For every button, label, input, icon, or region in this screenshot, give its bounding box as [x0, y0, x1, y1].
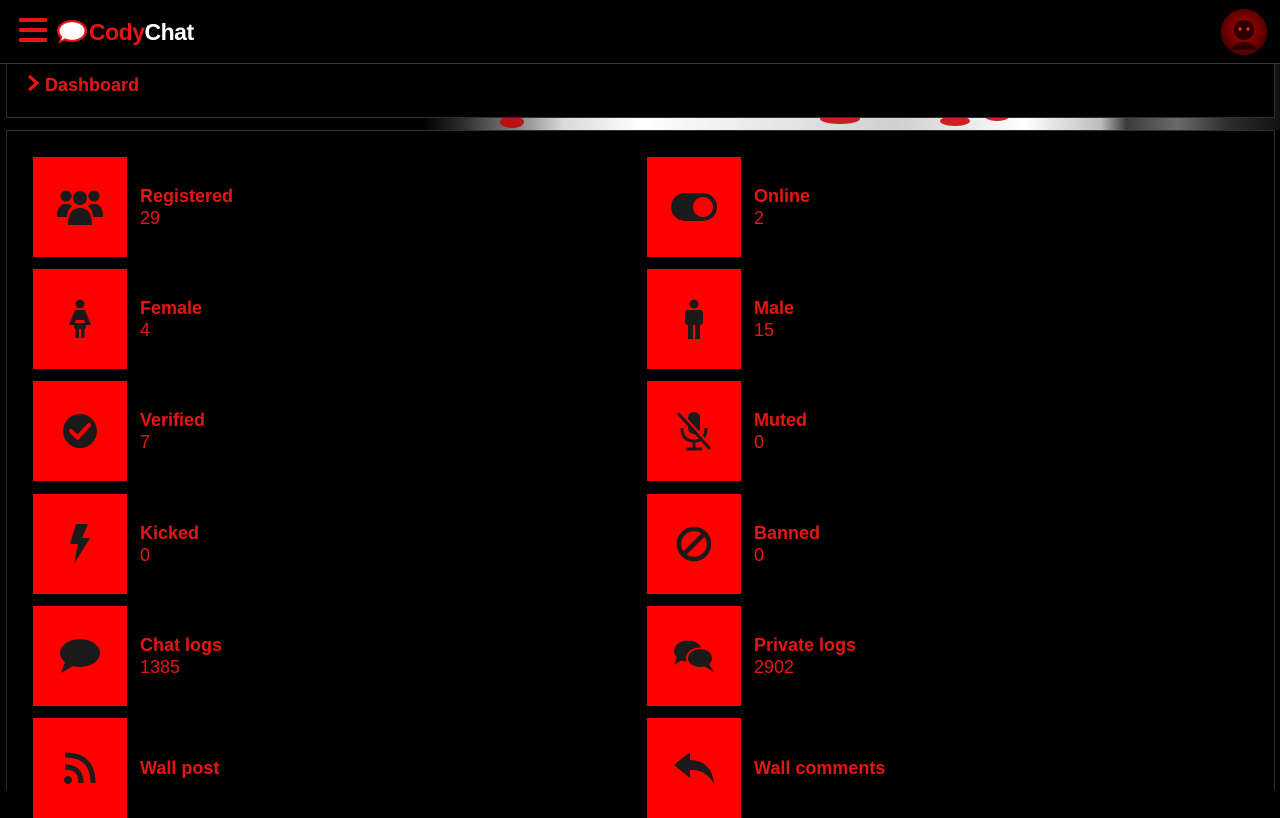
stat-value: 2902	[754, 657, 795, 677]
stat-value: 2	[754, 208, 765, 228]
stat-value: 15	[754, 320, 775, 340]
stat-label: Wall post	[140, 758, 220, 778]
rss-icon	[62, 750, 98, 786]
male-icon	[681, 299, 707, 339]
stat-label: Female	[140, 298, 203, 318]
stat-label: Registered	[140, 186, 234, 206]
reply-icon	[674, 752, 714, 784]
stat-icon-box	[33, 494, 127, 594]
stat-female: Female 4	[33, 269, 593, 369]
stat-icon-box	[33, 381, 127, 481]
stat-icon-box	[647, 269, 741, 369]
bolt-icon	[68, 524, 92, 564]
stat-verified: Verified 7	[33, 381, 593, 481]
stat-online: Online 2	[647, 157, 1207, 257]
breadcrumb[interactable]: Dashboard	[27, 74, 140, 96]
stat-wall-post: Wall post	[33, 718, 593, 818]
stat-label: Private logs	[754, 635, 857, 655]
stat-banned: Banned 0	[647, 494, 1207, 594]
breadcrumb-panel: Dashboard	[6, 64, 1275, 118]
stat-value: 29	[140, 208, 161, 228]
brand-part-2: Chat	[144, 18, 195, 45]
brand-part-1: Cody	[89, 18, 145, 45]
stat-kicked: Kicked 0	[33, 494, 593, 594]
stat-icon-box	[647, 157, 741, 257]
stat-muted: Muted 0	[647, 381, 1207, 481]
microphone-slash-icon	[676, 411, 712, 451]
stat-male: Male 15	[647, 269, 1207, 369]
stat-label: Male	[754, 298, 795, 318]
breadcrumb-label: Dashboard	[45, 75, 140, 95]
chat-bubble-logo-icon	[56, 19, 88, 45]
stat-registered: Registered 29	[33, 157, 593, 257]
chevron-right-icon	[27, 74, 40, 96]
stat-value: 0	[754, 432, 765, 452]
stat-label: Kicked	[140, 523, 200, 543]
stat-icon-box	[33, 157, 127, 257]
stat-icon-box	[647, 494, 741, 594]
comment-icon	[59, 638, 101, 674]
brand-name: CodyChat	[89, 19, 194, 46]
users-icon	[57, 187, 103, 227]
stat-chat-logs: Chat logs 1385	[33, 606, 593, 706]
stat-icon-box	[33, 269, 127, 369]
stat-value: 4	[140, 320, 151, 340]
stat-wall-comments: Wall comments	[647, 718, 1207, 818]
check-circle-icon	[62, 413, 98, 449]
stat-label: Online	[754, 186, 811, 206]
menu-icon[interactable]	[19, 18, 47, 42]
stat-label: Verified	[140, 410, 206, 430]
stat-value: 0	[140, 545, 151, 565]
stat-private-logs: Private logs 2902	[647, 606, 1207, 706]
comments-icon	[673, 639, 715, 673]
stat-icon-box	[647, 606, 741, 706]
stat-icon-box	[647, 381, 741, 481]
stat-label: Wall comments	[754, 758, 886, 778]
female-icon	[65, 299, 95, 339]
toggle-on-icon	[671, 193, 717, 221]
stat-value: 7	[140, 432, 151, 452]
user-avatar[interactable]	[1221, 9, 1267, 55]
stat-label: Banned	[754, 523, 821, 543]
stat-value: 1385	[140, 657, 181, 677]
logo[interactable]: CodyChat	[56, 16, 194, 48]
stat-icon-box	[647, 718, 741, 818]
stats-panel: Registered 29 Online 2	[6, 130, 1275, 818]
stat-value: 0	[754, 545, 765, 565]
stat-label: Muted	[754, 410, 807, 430]
ban-icon	[676, 526, 712, 562]
stat-label: Chat logs	[140, 635, 223, 655]
stat-icon-box	[33, 718, 127, 818]
stat-icon-box	[33, 606, 127, 706]
top-bar: CodyChat	[0, 0, 1280, 64]
